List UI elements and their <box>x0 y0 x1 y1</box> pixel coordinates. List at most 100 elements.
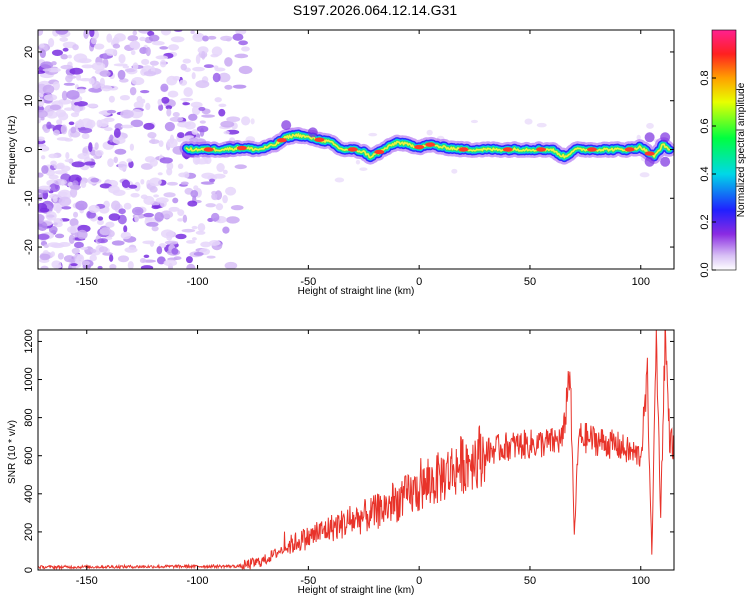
spectrogram-y-tick-label: 0 <box>23 146 35 152</box>
spectrogram-noise-blob <box>130 119 144 128</box>
spectrogram-noise-blob <box>225 38 232 42</box>
spectrogram-noise-blob <box>214 97 222 103</box>
spectrogram-noise-blob <box>179 79 188 86</box>
spectrogram-noise-blob <box>129 41 140 49</box>
spectrogram-noise-blob <box>171 247 179 255</box>
snr-y-ticks: 0 200 400 600 800 1000 1200 <box>23 329 674 573</box>
ridge-hotspot <box>458 147 469 152</box>
snr-y-tick-label: 1000 <box>23 367 35 391</box>
spectrogram-noise-blob <box>83 30 89 39</box>
spectrogram-noise-blob <box>42 68 51 72</box>
spectrogram-noise-blob <box>224 261 238 269</box>
spectrogram-x-tick-label: 100 <box>632 276 650 288</box>
spectrogram-noise-blob <box>220 120 235 128</box>
spectrogram-noise-blob <box>40 155 46 160</box>
spectrogram-noise-blob <box>122 65 130 69</box>
spectrogram-noise-blob <box>207 35 217 40</box>
spectrogram-noise-blob <box>57 98 72 105</box>
spectrogram-noise-blob <box>69 187 78 198</box>
spectrogram-noise-blob <box>160 229 175 239</box>
spectrogram-noise-blob <box>132 62 139 71</box>
spectrogram-noise-blob <box>48 174 59 180</box>
spectrogram-noise-blob <box>202 35 209 42</box>
spectrogram-noise-blob <box>63 82 75 86</box>
spectrogram-noise-blob <box>201 114 216 118</box>
spectrogram-noise-blob <box>230 204 244 211</box>
spectrogram-noise-blob <box>192 66 205 72</box>
spectrogram-noise-blob <box>146 222 159 227</box>
spectrogram-noise-blob <box>38 221 48 232</box>
spectrogram-noise-blob <box>64 159 72 163</box>
spectrogram-noise-blob <box>65 74 73 83</box>
spectrogram-noise-blob <box>123 202 132 210</box>
spectrogram-noise-blob <box>40 265 49 269</box>
spectrogram-noise-blob <box>206 255 216 259</box>
spectrogram-noise-blob <box>81 133 90 140</box>
spectrogram-noise-blob <box>167 44 180 51</box>
spectrogram-noise-blob <box>41 165 49 174</box>
spectrogram-noise-blob <box>93 43 105 50</box>
spectrogram-noise-blob <box>149 158 158 167</box>
spectrogram-noise-blob <box>108 213 121 221</box>
spectrogram-noise-blob <box>222 169 228 175</box>
spectrogram-noise-blob <box>217 72 231 83</box>
spectrogram-noise-blob <box>222 195 228 204</box>
spectrogram-noise-blob <box>184 121 196 130</box>
spectrogram-noise-blob <box>241 116 251 126</box>
spectrogram-noise-blob <box>197 46 209 55</box>
spectrogram-noise-blob <box>166 161 174 171</box>
spectrogram-noise-blob <box>74 105 81 115</box>
spectrogram-noise-blob <box>131 77 145 86</box>
colorbar-tick-label: 0.4 <box>699 166 711 181</box>
spectrogram-noise-blob <box>70 263 78 267</box>
spectrogram-noise-blob <box>84 161 96 166</box>
spectrogram-noise-blob <box>174 30 183 33</box>
spectrogram-noise-blob <box>124 247 138 253</box>
spectrogram-noise-blob <box>186 256 193 264</box>
spectrogram-noise-blob <box>238 65 253 75</box>
spectrogram-noise-blob <box>39 253 51 261</box>
spectrogram-noise-blob <box>169 134 175 145</box>
chart-title: S197.2026.064.12.14.G31 <box>292 2 458 18</box>
spectrogram-noise-blob <box>158 104 164 111</box>
spectrogram-noise-blob <box>167 90 179 98</box>
snr-y-tick-label: 0 <box>23 567 35 573</box>
spectrogram-noise-blob <box>140 265 154 269</box>
spectrogram-noise-blob <box>51 49 64 56</box>
spectrogram-noise-blob <box>133 101 144 109</box>
spectrogram-noise-blob <box>191 72 196 80</box>
spectrogram-noise-blob <box>113 156 119 164</box>
spectrogram-noise-blob <box>111 240 125 246</box>
spectrogram-noise-blob <box>76 88 86 94</box>
spectrogram-noise-blob <box>211 46 223 57</box>
colorbar-label: Normalized spectral amplitude <box>736 82 747 217</box>
spectrogram-noise-blob <box>234 164 247 170</box>
spectrogram-x-tick-label: -50 <box>300 276 316 288</box>
spectrogram-noise-blob <box>98 246 109 253</box>
spectrogram-noise-blob <box>168 206 180 212</box>
spectrogram-noise-blob <box>224 84 233 90</box>
spectrogram-x-tick-label: -100 <box>187 276 209 288</box>
spectrogram-noise-blob <box>47 242 61 248</box>
spectrogram-noise-blob <box>50 160 57 166</box>
ridge-hotspot <box>203 147 214 152</box>
spectrogram-noise-blob <box>470 119 479 124</box>
spectrogram-noise-blob <box>224 57 233 67</box>
spectrogram-noise <box>38 30 659 269</box>
ridge-hotspot <box>236 145 247 151</box>
spectrogram-noise-blob <box>107 158 114 168</box>
spectrogram-noise-blob <box>73 211 79 218</box>
spectrogram-noise-blob <box>90 37 97 45</box>
spectrogram-noise-blob <box>145 102 151 111</box>
spectrogram-noise-blob <box>128 184 138 189</box>
colorbar-ticks: 0.0 0.2 0.4 0.6 0.8 <box>699 70 716 278</box>
ridge-hotspot <box>587 147 598 152</box>
spectrogram-noise-blob <box>200 181 215 185</box>
spectrogram-noise-blob <box>141 58 150 66</box>
spectrogram-noise-blob <box>359 167 368 171</box>
spectrogram-noise-blob <box>182 102 190 106</box>
spectrogram-noise-blob <box>106 33 113 43</box>
spectrogram-noise-blob <box>536 122 547 128</box>
snr-series-line <box>38 330 674 570</box>
